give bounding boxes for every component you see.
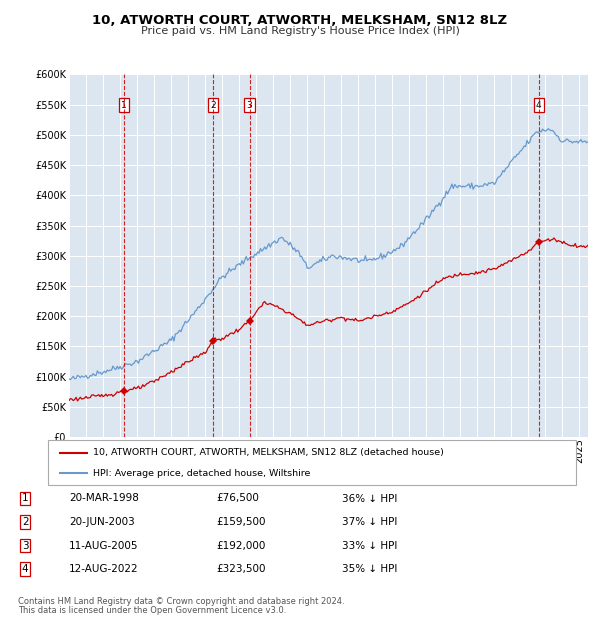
Text: 1: 1 xyxy=(22,494,29,503)
Text: 3: 3 xyxy=(22,541,29,551)
Text: £159,500: £159,500 xyxy=(216,517,265,527)
Text: 4: 4 xyxy=(22,564,29,574)
Text: 36% ↓ HPI: 36% ↓ HPI xyxy=(342,494,397,503)
Text: £76,500: £76,500 xyxy=(216,494,259,503)
Text: 12-AUG-2022: 12-AUG-2022 xyxy=(69,564,139,574)
Text: Price paid vs. HM Land Registry's House Price Index (HPI): Price paid vs. HM Land Registry's House … xyxy=(140,26,460,36)
Text: 37% ↓ HPI: 37% ↓ HPI xyxy=(342,517,397,527)
Text: 1: 1 xyxy=(121,100,127,110)
Text: 3: 3 xyxy=(247,100,253,110)
Text: 4: 4 xyxy=(536,100,542,110)
Text: 11-AUG-2005: 11-AUG-2005 xyxy=(69,541,139,551)
Text: 20-MAR-1998: 20-MAR-1998 xyxy=(69,494,139,503)
Text: Contains HM Land Registry data © Crown copyright and database right 2024.: Contains HM Land Registry data © Crown c… xyxy=(18,597,344,606)
Text: 20-JUN-2003: 20-JUN-2003 xyxy=(69,517,135,527)
Text: 10, ATWORTH COURT, ATWORTH, MELKSHAM, SN12 8LZ (detached house): 10, ATWORTH COURT, ATWORTH, MELKSHAM, SN… xyxy=(93,448,444,457)
Text: 2: 2 xyxy=(22,517,29,527)
Text: 2: 2 xyxy=(211,100,216,110)
Text: 10, ATWORTH COURT, ATWORTH, MELKSHAM, SN12 8LZ: 10, ATWORTH COURT, ATWORTH, MELKSHAM, SN… xyxy=(92,14,508,27)
Text: 33% ↓ HPI: 33% ↓ HPI xyxy=(342,541,397,551)
Text: This data is licensed under the Open Government Licence v3.0.: This data is licensed under the Open Gov… xyxy=(18,606,286,615)
Text: £323,500: £323,500 xyxy=(216,564,265,574)
Text: 35% ↓ HPI: 35% ↓ HPI xyxy=(342,564,397,574)
Text: £192,000: £192,000 xyxy=(216,541,265,551)
Text: HPI: Average price, detached house, Wiltshire: HPI: Average price, detached house, Wilt… xyxy=(93,469,310,478)
